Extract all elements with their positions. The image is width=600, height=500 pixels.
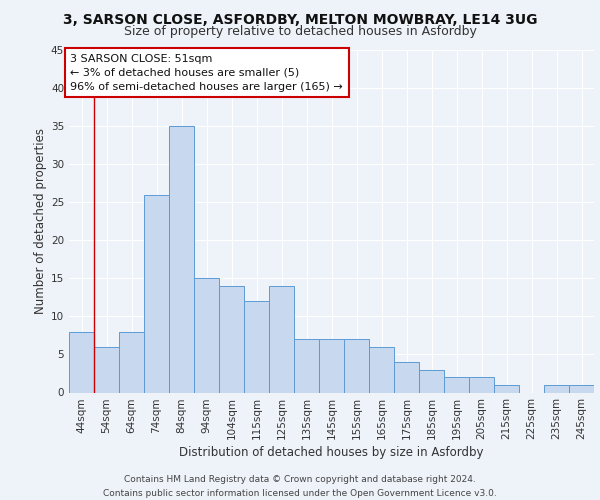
Y-axis label: Number of detached properties: Number of detached properties bbox=[34, 128, 47, 314]
Bar bbox=[419, 370, 444, 392]
Bar bbox=[269, 286, 294, 393]
Bar bbox=[294, 339, 319, 392]
Bar bbox=[319, 339, 344, 392]
Text: 3, SARSON CLOSE, ASFORDBY, MELTON MOWBRAY, LE14 3UG: 3, SARSON CLOSE, ASFORDBY, MELTON MOWBRA… bbox=[63, 12, 537, 26]
Bar bbox=[394, 362, 419, 392]
Bar bbox=[469, 378, 494, 392]
Bar bbox=[369, 347, 394, 393]
Bar bbox=[344, 339, 369, 392]
Bar bbox=[94, 347, 119, 393]
Bar bbox=[194, 278, 219, 392]
Bar bbox=[544, 385, 569, 392]
X-axis label: Distribution of detached houses by size in Asfordby: Distribution of detached houses by size … bbox=[179, 446, 484, 460]
Bar bbox=[144, 194, 169, 392]
Text: Contains HM Land Registry data © Crown copyright and database right 2024.
Contai: Contains HM Land Registry data © Crown c… bbox=[103, 476, 497, 498]
Bar bbox=[69, 332, 94, 392]
Bar bbox=[169, 126, 194, 392]
Bar bbox=[494, 385, 519, 392]
Bar bbox=[119, 332, 144, 392]
Bar bbox=[444, 378, 469, 392]
Text: Size of property relative to detached houses in Asfordby: Size of property relative to detached ho… bbox=[124, 25, 476, 38]
Bar bbox=[569, 385, 594, 392]
Bar bbox=[244, 301, 269, 392]
Text: 3 SARSON CLOSE: 51sqm
← 3% of detached houses are smaller (5)
96% of semi-detach: 3 SARSON CLOSE: 51sqm ← 3% of detached h… bbox=[70, 54, 343, 92]
Bar bbox=[219, 286, 244, 393]
